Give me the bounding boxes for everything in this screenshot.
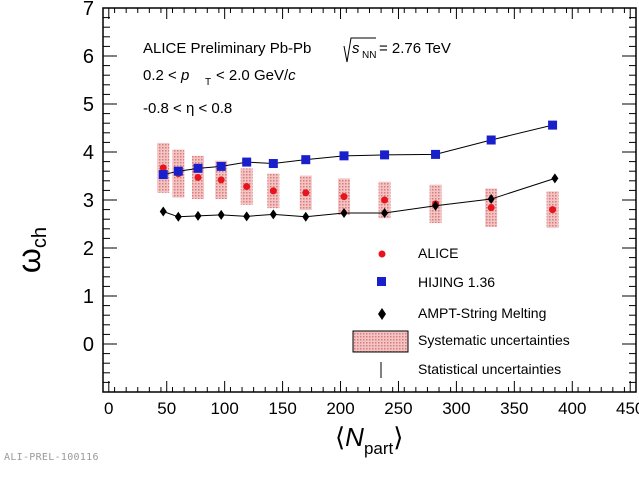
ampt-string-melting-point	[174, 211, 182, 222]
x-tick-label: 200	[326, 399, 354, 418]
annotation-line3: -0.8 < η < 0.8	[143, 100, 232, 117]
y-tick-label: 1	[83, 286, 94, 308]
annotation-line1-suffix: = 2.76 TeV	[379, 40, 451, 57]
alice-point	[159, 164, 167, 172]
alice-point	[381, 196, 389, 204]
legend-marker-hijing	[377, 277, 386, 286]
ampt-string-melting-point	[243, 211, 251, 222]
legend-marker-alice	[378, 250, 386, 258]
hijing-1-36-point	[216, 161, 226, 171]
alice-point	[243, 183, 251, 191]
x-tick-label: 300	[442, 399, 470, 418]
x-tick-label: 150	[268, 399, 296, 418]
y-tick-label: 6	[83, 46, 94, 68]
y-tick-label: 4	[83, 142, 94, 164]
x-tick-label: 350	[500, 399, 528, 418]
ampt-string-melting-point	[217, 209, 225, 220]
annotation-line2-sub: T	[205, 77, 211, 88]
hijing-1-36-point	[339, 151, 349, 161]
legend-label-statistical: Statistical uncertainties	[418, 361, 561, 377]
y-tick-label: 7	[83, 0, 94, 20]
hijing-1-36-point	[242, 157, 252, 167]
series-markers	[158, 120, 559, 222]
annotation-line2: 0.2 < p	[143, 67, 189, 84]
ampt-string-melting-point	[159, 206, 167, 217]
legend-label-alice: ALICE	[418, 245, 458, 261]
x-tick-label: 400	[558, 399, 586, 418]
annotation-line1: ALICE Preliminary Pb-Pb	[143, 40, 311, 57]
axis-tick-labels: 0 50 100 150 200 250 300 350 400 450 0 1 2 3 4 5 6 7	[83, 0, 639, 418]
alice-point	[194, 173, 202, 181]
legend-label-ampt: AMPT-String Melting	[418, 305, 546, 321]
alice-point	[302, 189, 310, 197]
legend-marker-ampt	[378, 308, 386, 320]
alice-point	[340, 193, 348, 201]
y-tick-label: 3	[83, 190, 94, 212]
hijing-1-36-point	[301, 155, 311, 165]
ampt-string-melting-point	[551, 173, 559, 184]
x-tick-label: 0	[104, 399, 113, 418]
x-axis-label: ⟨Npart⟩	[335, 422, 403, 458]
axis-ticks	[102, 7, 637, 392]
x-tick-label: 250	[384, 399, 412, 418]
alice-point	[217, 176, 225, 184]
hijing-1-36-point	[548, 120, 558, 130]
annotation-line1-prefix: ALICE Preliminary Pb-Pb	[143, 40, 311, 57]
alice-point	[487, 204, 495, 212]
figure-id: ALI-PREL-100116	[4, 452, 99, 463]
hijing-1-36-point	[486, 135, 496, 145]
ampt-string-melting-point	[269, 209, 277, 220]
y-tick-label: 0	[83, 334, 94, 356]
y-tick-label: 5	[83, 94, 94, 116]
legend: ALICE HIJING 1.36 AMPT-String Melting Sy…	[352, 245, 570, 378]
ampt-string-melting-point	[432, 200, 440, 211]
y-axis-label: ωch	[11, 227, 51, 273]
annotation-line2-rest: < 2.0 GeV/c	[216, 67, 296, 84]
hijing-1-36-point	[268, 159, 278, 169]
hijing-1-36-point	[193, 163, 203, 173]
sqrt-symbol	[343, 37, 376, 63]
x-tick-label: 50	[157, 399, 176, 418]
hijing-1-36-point	[173, 166, 183, 176]
annotation-line1-sqrt: s	[352, 40, 360, 57]
ampt-string-melting-point	[194, 210, 202, 221]
x-tick-label: 450	[616, 399, 639, 418]
legend-label-hijing: HIJING 1.36	[418, 274, 495, 290]
legend-label-systematic: Systematic uncertainties	[418, 332, 570, 348]
ampt-string-melting-point	[302, 211, 310, 222]
hijing-1-36-point	[158, 170, 168, 180]
annotation-line1-sub: NN	[362, 50, 376, 61]
alice-point	[549, 206, 557, 214]
ampt-string-melting-point	[487, 194, 495, 205]
ampt-string-melting-point	[381, 207, 389, 218]
ampt-string-melting-point	[340, 207, 348, 218]
y-tick-label: 2	[83, 238, 94, 260]
hijing-1-36-point	[431, 149, 441, 159]
legend-marker-systematic	[352, 330, 409, 353]
x-tick-label: 100	[210, 399, 238, 418]
hijing-1-36-point	[380, 150, 390, 160]
alice-point	[269, 187, 277, 195]
